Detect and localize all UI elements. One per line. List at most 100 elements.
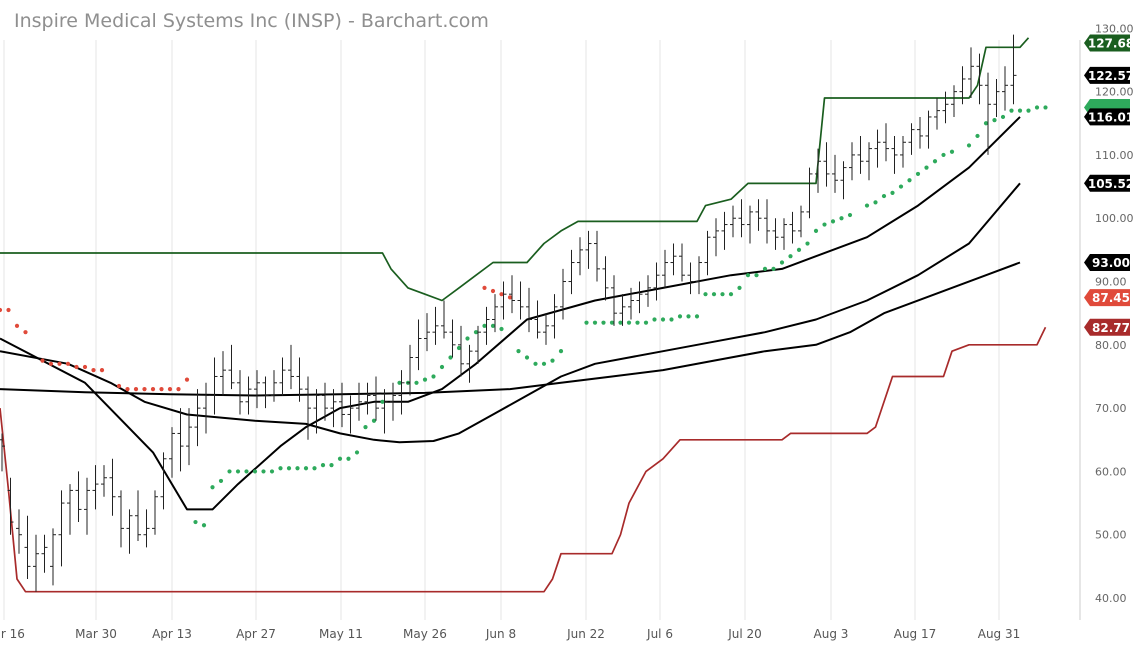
ohlc-bar [883, 123, 889, 162]
dot-point [414, 380, 419, 385]
dot-point [431, 374, 436, 379]
svg-text:122.57: 122.57 [1088, 69, 1134, 83]
dot-point [499, 292, 504, 297]
ohlc-bar [1002, 66, 1008, 111]
dot-point [839, 216, 844, 221]
ohlc-bar [696, 256, 702, 295]
ohlc-bar [577, 237, 583, 276]
ohlc-bar [534, 300, 541, 339]
dot-point [74, 364, 79, 370]
dot-point [6, 307, 11, 313]
last-value-badge: 93.00 [1084, 254, 1130, 272]
ohlc-bar [84, 477, 90, 535]
ohlc-bar [245, 376, 252, 415]
x-tick-label: Mar 30 [75, 627, 117, 641]
ohlc-bar [313, 389, 320, 434]
dot-point [312, 466, 317, 471]
ohlc-bar [959, 66, 966, 105]
ohlc-bar [67, 484, 73, 535]
dot-point [626, 320, 632, 325]
dot-point [354, 450, 360, 455]
dot-point [82, 364, 88, 370]
ohlc-bar [755, 199, 762, 231]
ohlc-bar [628, 287, 634, 320]
ohlc-bar [381, 389, 388, 434]
dot-point [380, 399, 385, 404]
ohlc-bar [798, 205, 804, 238]
ohlc-bar [772, 218, 779, 250]
ohlc-bar [152, 490, 158, 535]
dot-point [150, 387, 156, 392]
dot-point [65, 361, 71, 366]
dot-point [762, 266, 768, 271]
dot-point [881, 193, 887, 199]
ohlc-bar [169, 427, 175, 478]
svg-text:82.77: 82.77 [1092, 321, 1130, 335]
chart-title: Inspire Medical Systems Inc (INSP) - Bar… [14, 10, 489, 32]
dot-point [507, 295, 513, 300]
ohlc-bar [653, 262, 660, 301]
ohlc-bar [738, 199, 745, 238]
ohlc-bar [730, 205, 736, 238]
ohlc-bar [135, 490, 141, 542]
ohlc-bar [177, 408, 184, 472]
ohlc-bar [704, 230, 711, 276]
dot-point [397, 380, 402, 385]
ohlc-bar [934, 97, 940, 130]
ohlc-bar [619, 294, 626, 326]
ohlc-bar [407, 344, 413, 396]
dot-point [99, 368, 105, 373]
ohlc-bar [475, 325, 481, 364]
ohlc-bar [364, 382, 371, 415]
ohlc-bar [492, 294, 498, 333]
line-series-3 [0, 37, 1030, 302]
x-tick-label: Apr 27 [236, 627, 276, 641]
dot-point [584, 320, 589, 325]
ohlc-bar [874, 129, 881, 168]
ohlc-bar [220, 351, 226, 396]
ohlc-bar [517, 281, 524, 320]
dot-point [490, 288, 496, 294]
ohlc-bar [611, 275, 617, 326]
ohlc-bar [687, 262, 694, 295]
dot-point [57, 361, 62, 366]
ohlc-bar [330, 389, 337, 428]
dot-point [1026, 108, 1031, 113]
ohlc-bar [296, 357, 303, 402]
ohlc-bar [390, 382, 396, 421]
dot-point [176, 387, 181, 392]
dot-series-6 [193, 105, 1048, 528]
ohlc-bar [585, 230, 592, 269]
dot-point [261, 469, 266, 474]
ohlc-bar [50, 528, 56, 586]
dot-point [805, 241, 810, 246]
ohlc-bar [16, 509, 22, 554]
ohlc-bar [398, 370, 405, 415]
svg-text:93.00: 93.00 [1092, 256, 1130, 270]
line-series-1 [0, 182, 1021, 444]
dot-point [830, 219, 836, 224]
dot-point [201, 523, 207, 528]
dot-point [601, 320, 606, 325]
dot-point [898, 184, 904, 189]
last-value-badge: 127.68 [1084, 34, 1134, 52]
ohlc-bar [823, 142, 830, 187]
ohlc-bar [33, 534, 39, 592]
ohlc-bar [458, 325, 464, 377]
ohlc-bar [976, 53, 983, 105]
dot-point [269, 469, 275, 474]
dot-point [1043, 105, 1048, 110]
ohlc-bar [721, 211, 728, 250]
dot-point [711, 292, 717, 297]
ohlc-bar [322, 382, 328, 421]
dot-point [516, 349, 521, 354]
dot-point [252, 469, 258, 474]
ohlc-bar [857, 135, 864, 174]
dot-point [915, 171, 921, 177]
dot-point [983, 121, 989, 126]
y-tick-label: 100.00 [1095, 212, 1134, 225]
ohlc-bar [526, 287, 532, 333]
ohlc-bar [993, 78, 1000, 117]
dot-point [890, 190, 895, 196]
